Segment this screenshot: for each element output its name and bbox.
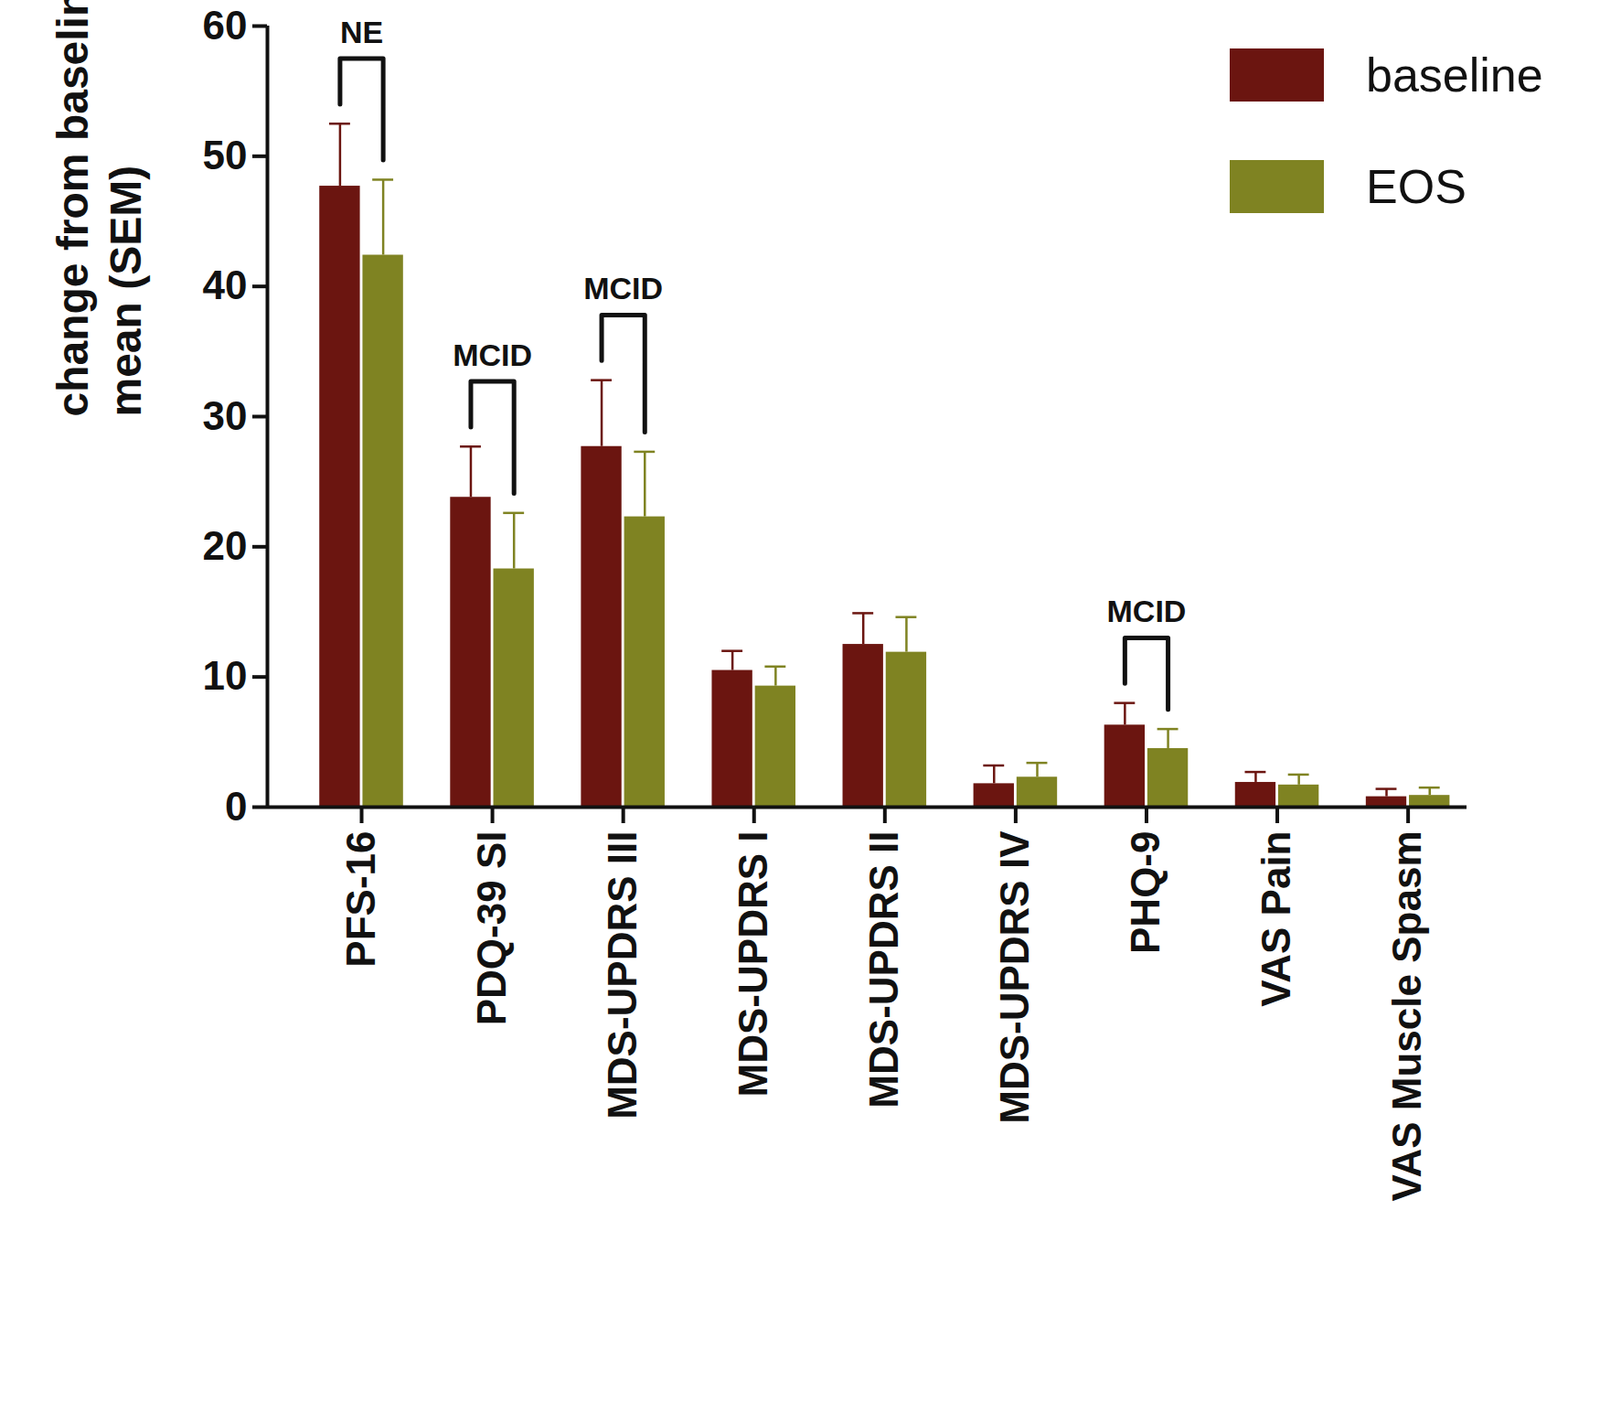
html-text:baseline: baseline <box>1365 48 1544 102</box>
svg-text:MDS-UPDRS III: MDS-UPDRS III <box>599 831 645 1120</box>
svg-text:MCID: MCID <box>452 337 533 373</box>
svg-text:0: 0 <box>224 783 247 829</box>
svg-text:20: 20 <box>202 522 248 568</box>
svg-text:30: 30 <box>202 393 248 438</box>
svg-text:10: 10 <box>202 652 248 698</box>
svg-text:MDS-UPDRS IV: MDS-UPDRS IV <box>992 830 1037 1124</box>
svg-text:50: 50 <box>202 132 248 178</box>
svg-text:change from baselinemean (SEM): change from baselinemean (SEM) <box>48 0 150 417</box>
svg-text:VAS Pain: VAS Pain <box>1253 831 1299 1007</box>
svg-text:MDS-UPDRS II: MDS-UPDRS II <box>861 831 907 1109</box>
svg-text:MDS-UPDRS I: MDS-UPDRS I <box>730 831 776 1098</box>
svg-text:MCID: MCID <box>1107 593 1187 629</box>
html-text:EOS: EOS <box>1365 160 1467 214</box>
svg-text:PHQ-9: PHQ-9 <box>1122 831 1168 954</box>
svg-text:MCID: MCID <box>583 270 663 306</box>
svg-text:60: 60 <box>202 2 248 48</box>
svg-text:VAS Muscle Spasm: VAS Muscle Spasm <box>1384 831 1430 1202</box>
svg-text:PDQ-39 SI: PDQ-39 SI <box>469 831 514 1026</box>
svg-text:PFS-16: PFS-16 <box>338 831 384 968</box>
svg-text:NE: NE <box>340 14 384 50</box>
svg-text:40: 40 <box>202 262 248 308</box>
